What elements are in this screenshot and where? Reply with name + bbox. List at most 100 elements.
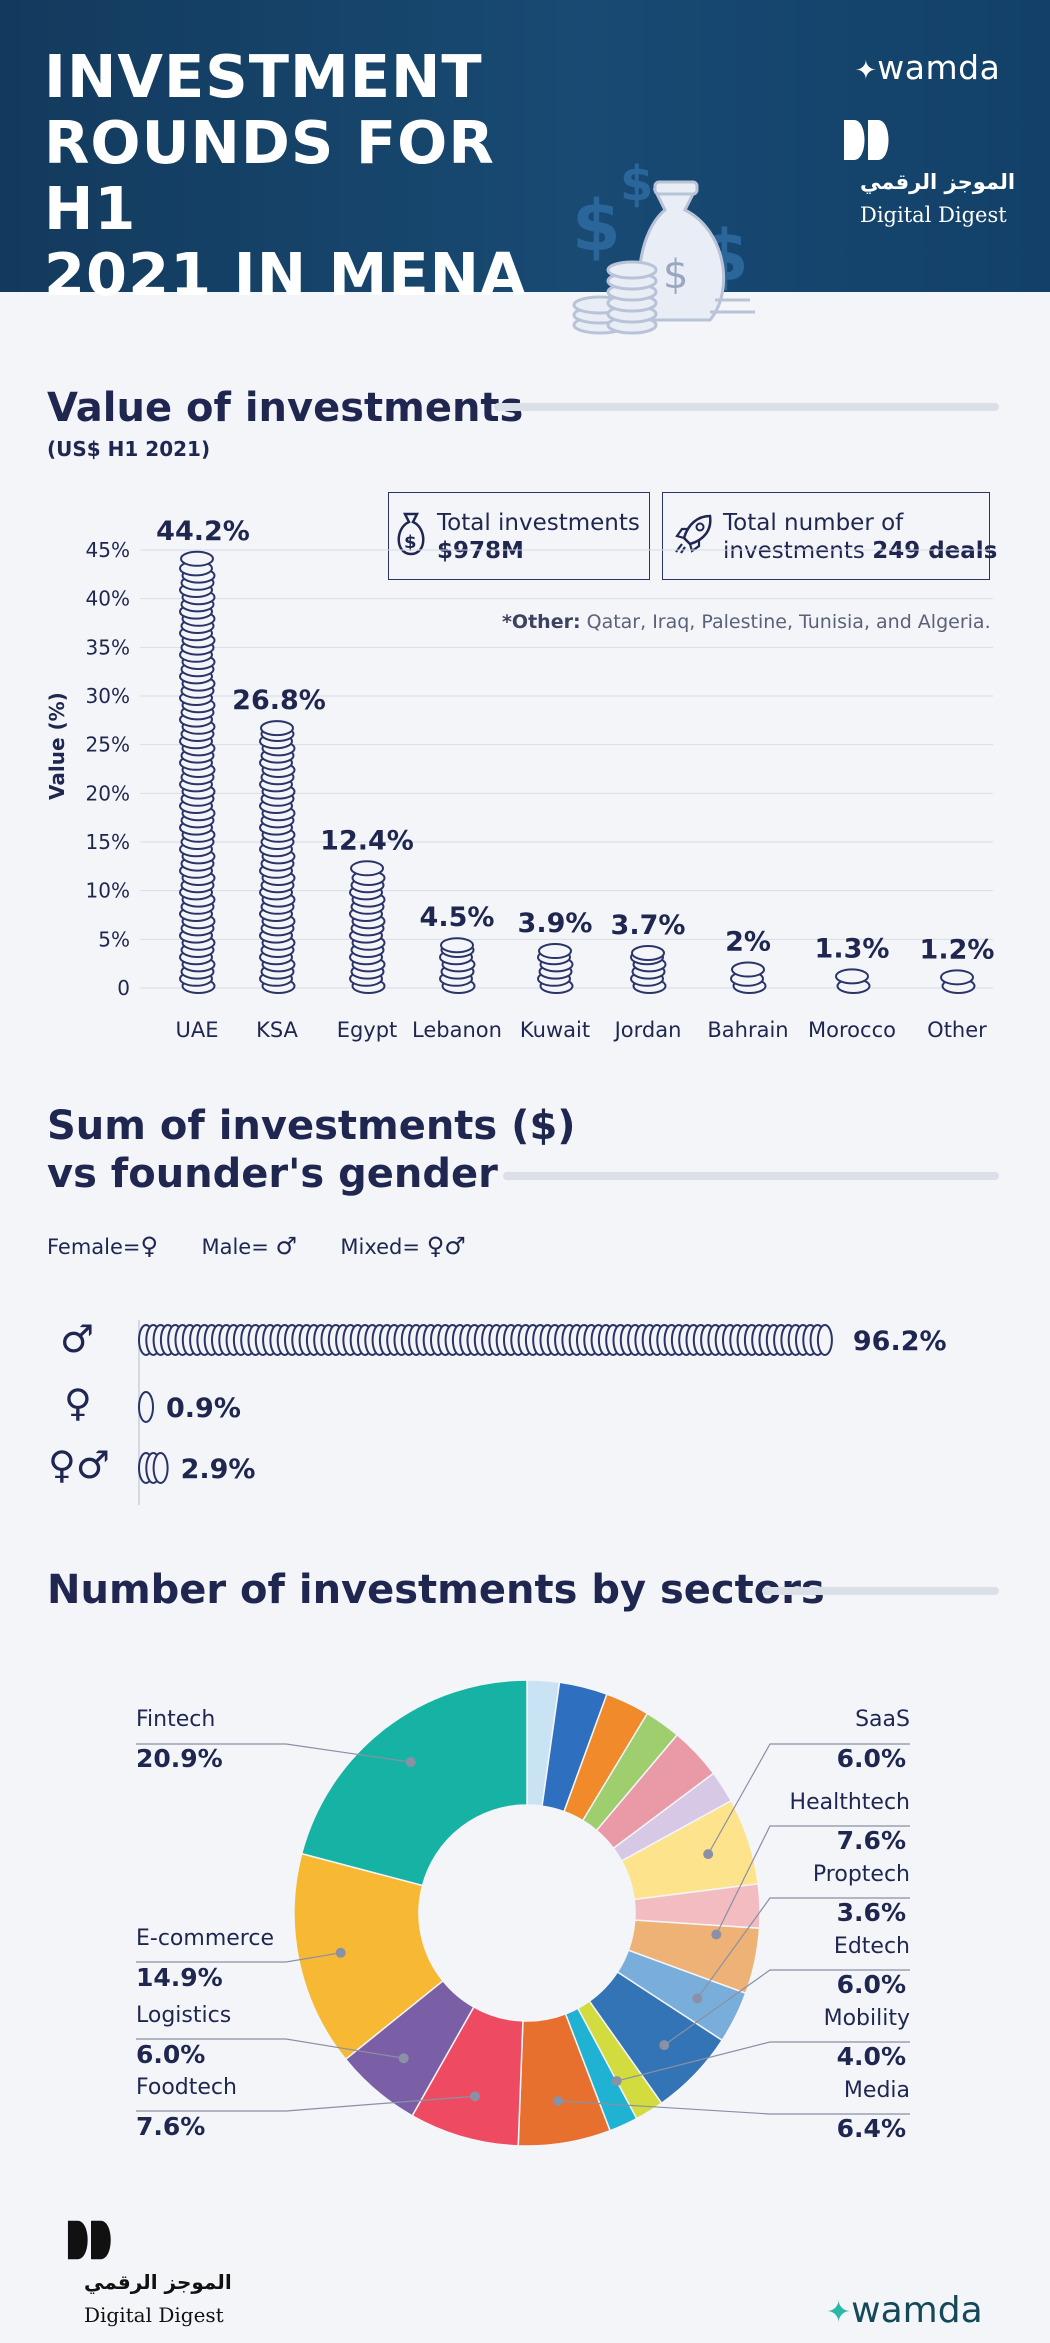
footer-digest-english: Digital Digest — [84, 2303, 224, 2327]
svg-text:$: $ — [404, 532, 417, 553]
gender-value-label: 0.9% — [166, 1393, 241, 1424]
x-tick-label: Morocco — [808, 1018, 896, 1042]
pie-value-logistics: 6.0% — [136, 2040, 206, 2069]
y-tick-label: 10% — [86, 879, 130, 903]
digital-digest-english: Digital Digest — [860, 203, 1007, 227]
y-tick-label: 5% — [98, 927, 130, 951]
pie-slice-e-commerce — [293, 1852, 444, 2061]
total-investments-value: $978M — [437, 538, 524, 564]
pie-value-proptech: 3.6% — [836, 1898, 906, 1927]
wamda-text: wamda — [877, 48, 1001, 87]
total-deals-label-line1: Total number of — [723, 510, 904, 536]
leader-dot — [335, 1947, 346, 1958]
bar-value-label: 3.9% — [518, 908, 593, 939]
pie-label-edtech: Edtech — [833, 1934, 910, 1959]
value-section-subtitle: (US$ H1 2021) — [47, 437, 211, 461]
bar-uae — [179, 550, 216, 994]
mixed-icon: ♀♂ — [426, 1232, 466, 1260]
leader-line — [136, 2095, 476, 2112]
bar-bahrain — [730, 961, 767, 994]
footer-wamda-text: wamda — [851, 2290, 983, 2331]
coin — [440, 937, 474, 954]
y-tick-label: 35% — [86, 635, 130, 659]
female-icon: ♀ — [140, 1232, 159, 1260]
leader-line — [136, 1743, 411, 1763]
value-bar-chart: 0 5% 10% 15% 20% 25% 30% 35% 40% 45% 44.2% UAE 26.8%… — [86, 516, 995, 1042]
coin — [816, 1324, 833, 1356]
y-tick-label: 20% — [86, 781, 130, 805]
page-title: INVESTMENT ROUNDS FOR H1 2021 IN MENA — [44, 44, 604, 308]
bar-kuwait — [537, 943, 574, 994]
sector-section-title: Number of investments by sectors — [47, 1567, 825, 1613]
coin — [731, 961, 765, 978]
y-tick-label: 30% — [86, 684, 130, 708]
pie-label-healthtech: Healthtech — [789, 1790, 910, 1815]
leader-line — [557, 2100, 910, 2115]
footnote-label: *Other: — [502, 611, 581, 633]
pie-value-mobility: 4.0% — [836, 2042, 906, 2071]
female-icon: ♀ — [64, 1381, 92, 1425]
pie-value-healthtech: 7.6% — [836, 1826, 906, 1855]
digital-digest-logo-icon — [844, 120, 889, 160]
wamda-logo: ✦wamda — [855, 48, 1000, 87]
pie-label-mobility: Mobility — [823, 2006, 910, 2031]
leader-dot — [692, 1993, 703, 2004]
x-tick-label: Other — [927, 1018, 987, 1042]
total-deals-label: investments — [723, 538, 865, 564]
pie-label-saas: SaaS — [855, 1707, 910, 1732]
male-icon: ♂ — [60, 1317, 95, 1361]
pie-label-logistics: Logistics — [136, 2003, 232, 2028]
bar-value-label: 1.2% — [920, 934, 995, 965]
pie-slice-fintech — [300, 1679, 528, 1887]
money-bag-icon: $ — [397, 512, 425, 556]
money-bag-icon: $ $ $ $ — [572, 160, 755, 335]
leader-line — [715, 1825, 910, 1935]
gender-bar-mixed — [138, 1452, 169, 1484]
bar-ksa — [259, 720, 296, 994]
leader-line — [707, 1743, 910, 1855]
x-tick-label: Kuwait — [520, 1018, 590, 1042]
digital-digest-arabic: الموجز الرقمي — [860, 170, 1016, 194]
y-tick-label: 25% — [86, 733, 130, 757]
gender-title-line2: vs founder's gender — [47, 1151, 498, 1197]
pie-label-proptech: Proptech — [812, 1862, 910, 1887]
gender-title-line1: Sum of investments ($) — [47, 1103, 576, 1149]
total-investments-text: Total investments $978M — [437, 509, 640, 565]
coin — [940, 969, 974, 986]
bar-value-label: 26.8% — [232, 685, 326, 716]
x-tick-label: UAE — [175, 1018, 218, 1042]
legend-female-label: Female= — [47, 1235, 141, 1259]
total-investments-box — [388, 492, 650, 580]
bar-value-label: 1.3% — [815, 933, 890, 964]
pie-value-edtech: 6.0% — [836, 1970, 906, 1999]
leader-line — [136, 1952, 341, 1963]
leader-dot — [711, 1929, 722, 1940]
bar-egypt — [349, 860, 386, 994]
bar-other — [940, 969, 976, 994]
leader-line — [696, 1897, 910, 1999]
leader-dot — [611, 2076, 622, 2087]
x-tick-label: Jordan — [613, 1018, 682, 1042]
bar-jordan — [630, 944, 667, 994]
leader-line — [136, 2038, 404, 2059]
x-tick-label: KSA — [256, 1018, 298, 1042]
bar-lebanon — [439, 937, 476, 994]
gender-value-label: 2.9% — [181, 1454, 256, 1485]
header-banner: INVESTMENT ROUNDS FOR H1 2021 IN MENA $ … — [0, 0, 1050, 335]
pie-label-fintech: Fintech — [136, 1707, 216, 1732]
title-line: ROUNDS FOR H1 — [44, 108, 495, 243]
pie-value-foodtech: 7.6% — [136, 2112, 206, 2141]
sparkle-icon: ✦ — [826, 2295, 852, 2330]
male-icon: ♂ — [275, 1232, 298, 1260]
coin — [835, 968, 869, 985]
gender-section-title: Sum of investments ($) vs founder's gend… — [47, 1102, 576, 1198]
pie-label-media: Media — [843, 2078, 910, 2103]
leader-dot — [405, 1757, 416, 1768]
total-investments-label: Total investments — [437, 510, 640, 536]
gender-bar-male — [138, 1324, 833, 1356]
legend-male-label: Male= — [201, 1235, 269, 1259]
pie-value-fintech: 20.9% — [136, 1744, 223, 1773]
legend-mixed-label: Mixed= — [340, 1235, 420, 1259]
x-tick-label: Lebanon — [412, 1018, 502, 1042]
other-footnote: *Other: Qatar, Iraq, Palestine, Tunisia,… — [502, 611, 991, 633]
